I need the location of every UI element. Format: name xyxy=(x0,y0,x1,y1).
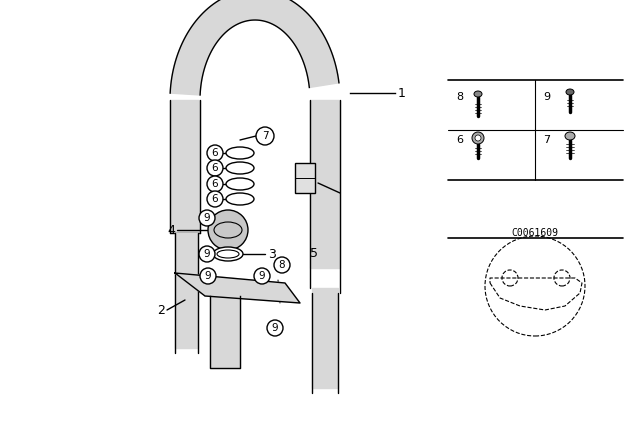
Circle shape xyxy=(200,268,216,284)
Text: 6: 6 xyxy=(212,148,218,158)
Text: 9: 9 xyxy=(259,271,266,281)
Polygon shape xyxy=(175,273,300,303)
Text: 8: 8 xyxy=(456,92,463,102)
Text: 9: 9 xyxy=(204,249,211,259)
Circle shape xyxy=(207,191,223,207)
Circle shape xyxy=(256,127,274,145)
Text: 6: 6 xyxy=(212,179,218,189)
Circle shape xyxy=(472,132,484,144)
Ellipse shape xyxy=(474,91,482,97)
Polygon shape xyxy=(170,100,200,233)
Text: 6: 6 xyxy=(212,194,218,204)
Text: 1: 1 xyxy=(398,86,406,99)
Polygon shape xyxy=(295,163,315,193)
Text: 9: 9 xyxy=(543,92,550,102)
Ellipse shape xyxy=(226,178,254,190)
Circle shape xyxy=(267,320,283,336)
Circle shape xyxy=(199,210,215,226)
Ellipse shape xyxy=(226,147,254,159)
Circle shape xyxy=(274,257,290,273)
Ellipse shape xyxy=(226,162,254,174)
Ellipse shape xyxy=(566,89,574,95)
Polygon shape xyxy=(310,100,340,268)
Text: 4: 4 xyxy=(167,224,175,237)
Ellipse shape xyxy=(226,193,254,205)
Text: 8: 8 xyxy=(278,260,285,270)
Text: 9: 9 xyxy=(272,323,278,333)
Ellipse shape xyxy=(565,132,575,140)
Circle shape xyxy=(475,135,481,141)
Circle shape xyxy=(207,145,223,161)
Polygon shape xyxy=(175,233,198,348)
Circle shape xyxy=(207,160,223,176)
Text: 9: 9 xyxy=(204,213,211,223)
Circle shape xyxy=(199,246,215,262)
Text: 7: 7 xyxy=(543,135,550,145)
Text: 5: 5 xyxy=(310,246,318,259)
Text: 7: 7 xyxy=(262,131,268,141)
Polygon shape xyxy=(170,0,339,95)
Polygon shape xyxy=(312,288,338,388)
Text: 6: 6 xyxy=(456,135,463,145)
Circle shape xyxy=(207,176,223,192)
Text: 3: 3 xyxy=(268,247,276,260)
Polygon shape xyxy=(210,296,240,368)
Text: 2: 2 xyxy=(157,303,165,316)
Circle shape xyxy=(208,210,248,250)
Text: C0061609: C0061609 xyxy=(511,228,559,238)
Ellipse shape xyxy=(213,247,243,261)
Text: 9: 9 xyxy=(205,271,211,281)
Text: 6: 6 xyxy=(212,163,218,173)
Circle shape xyxy=(254,268,270,284)
